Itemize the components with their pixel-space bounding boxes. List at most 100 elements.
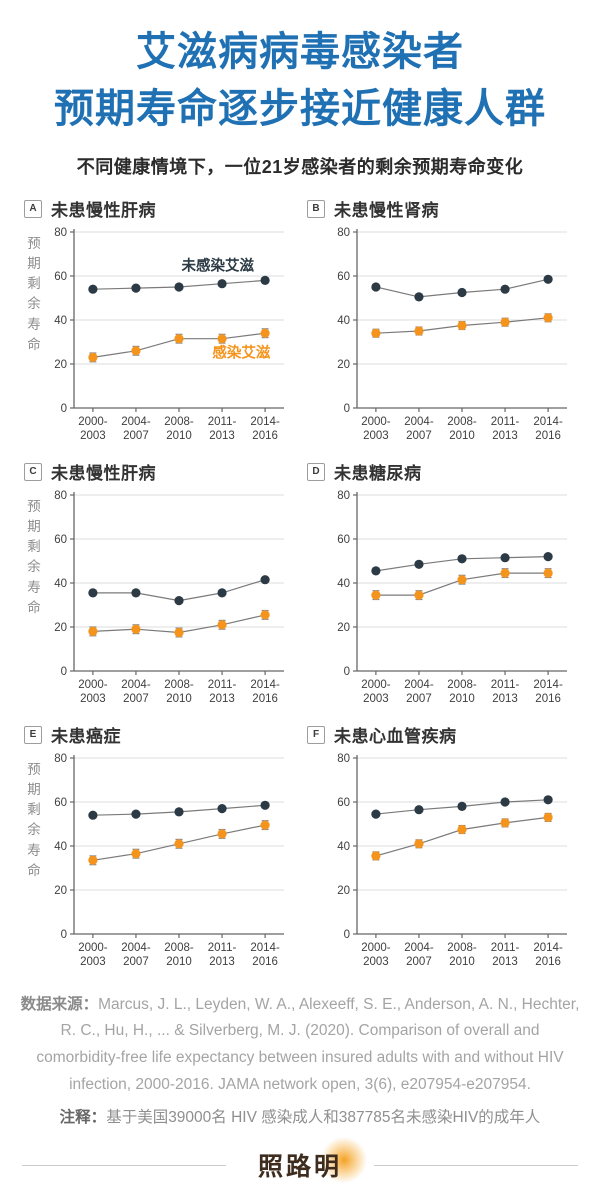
- panel-header: A 未患慢性肝病: [24, 197, 299, 221]
- data-point-uninfected: [414, 291, 424, 302]
- panel-body: 0 20 40 60 80 2000- 2003 2004- 2007 2008- 2010 2011…: [307, 222, 582, 454]
- x-tick-label: 2013: [492, 430, 518, 442]
- y-tick-label: 80: [337, 490, 350, 502]
- x-tick-label: 2008-: [447, 942, 477, 954]
- x-tick-label: 2008-: [447, 679, 477, 691]
- y-tick-label: 80: [54, 753, 67, 765]
- panel-letter-badge: B: [307, 199, 325, 218]
- panel-title: 未患糖尿病: [334, 464, 422, 484]
- y-tick-label: 0: [344, 403, 350, 415]
- y-tick-label: 40: [337, 841, 350, 853]
- panel-header: F 未患心血管疾病: [307, 723, 582, 747]
- x-tick-label: 2007: [123, 956, 149, 968]
- x-tick-label: 2010: [166, 693, 192, 705]
- y-axis-label-spacer: [307, 748, 327, 980]
- panel-letter-badge: C: [24, 462, 42, 481]
- x-tick-label: 2007: [406, 956, 432, 968]
- data-point-uninfected: [88, 810, 98, 820]
- x-tick-label: 2014-: [533, 942, 563, 954]
- y-tick-label: 60: [337, 797, 350, 809]
- x-tick-label: 2007: [123, 430, 149, 442]
- y-tick-label: 60: [54, 797, 67, 809]
- y-tick-label: 0: [61, 929, 67, 941]
- x-tick-label: 2016: [535, 956, 561, 968]
- data-point-infected: [500, 817, 510, 828]
- data-point-infected: [414, 838, 424, 848]
- x-tick-label: 2014-: [533, 679, 563, 691]
- x-tick-label: 2004-: [121, 679, 151, 691]
- x-tick-label: 2004-: [404, 679, 434, 691]
- panel-title: 未患心血管疾病: [334, 727, 457, 747]
- y-tick-label: 40: [54, 315, 67, 327]
- data-point-uninfected: [260, 574, 270, 584]
- data-point-uninfected: [543, 274, 553, 284]
- chart-e-plot: 0 20 40 60 80 2000- 2003 2004- 2007 2008- 2010 2011…: [54, 753, 284, 968]
- data-point-uninfected: [500, 284, 510, 294]
- chart-panel-d: D 未患糖尿病 0 20 40 60 80 2000- 2003 2004- 2007 2008- 20…: [307, 460, 582, 717]
- y-tick-label: 20: [337, 885, 350, 897]
- data-point-uninfected: [217, 278, 227, 288]
- y-axis-label-spacer: [307, 222, 327, 454]
- x-tick-label: 2000-: [361, 942, 391, 954]
- panel-body: 0 20 40 60 80 2000- 2003 2004- 2007 2008- 2010 2011…: [307, 485, 582, 717]
- data-point-uninfected: [260, 275, 270, 285]
- data-point-uninfected: [543, 551, 553, 561]
- note-paragraph: 注释：基于美国39000名 HIV 感染成人和387785名未感染HIV的成年人: [20, 1106, 580, 1129]
- panel-title: 未患慢性肝病: [51, 464, 156, 484]
- x-tick-label: 2014-: [250, 416, 280, 428]
- y-tick-label: 60: [337, 534, 350, 546]
- panel-body: 预期剩余寿命 0 20 40 60 80 2000- 2003 2004- 2007 2008- 20…: [24, 485, 299, 717]
- brand-logo: 照路明: [252, 1136, 369, 1185]
- x-tick-label: 2003: [363, 956, 389, 968]
- data-point-infected: [217, 619, 227, 629]
- y-tick-label: 60: [54, 534, 67, 546]
- data-point-infected: [371, 590, 381, 600]
- data-point-infected: [88, 626, 98, 636]
- x-tick-label: 2014-: [250, 942, 280, 954]
- data-point-infected: [371, 328, 381, 338]
- data-point-infected: [543, 812, 553, 822]
- data-point-uninfected: [131, 587, 141, 598]
- data-point-infected: [414, 590, 424, 600]
- data-point-uninfected: [500, 552, 510, 562]
- page-title: 艾滋病病毒感染者 预期寿命逐步接近健康人群: [0, 24, 600, 138]
- panel-letter-badge: D: [307, 462, 325, 481]
- panel-title: 未患慢性肾病: [334, 201, 439, 221]
- series-line-infected: [375, 816, 549, 857]
- data-point-uninfected: [131, 809, 141, 819]
- note-text: 基于美国39000名 HIV 感染成人和387785名未感染HIV的成年人: [106, 1109, 541, 1127]
- y-tick-label: 0: [61, 403, 67, 415]
- data-point-uninfected: [457, 553, 467, 563]
- data-point-uninfected: [260, 800, 270, 810]
- chart-panel-e: E 未患癌症预期剩余寿命 0 20 40 60 80 2000- 2003 2004- 2007 20…: [24, 723, 299, 980]
- source-label: 数据来源：: [20, 995, 99, 1013]
- data-point-uninfected: [500, 796, 510, 807]
- y-axis-label-spacer: [307, 485, 327, 717]
- data-point-uninfected: [543, 794, 553, 804]
- data-point-infected: [457, 320, 467, 330]
- x-tick-label: 2004-: [404, 942, 434, 954]
- data-point-infected: [457, 574, 467, 584]
- x-tick-label: 2011-: [208, 416, 237, 428]
- data-point-uninfected: [371, 565, 381, 576]
- y-tick-label: 40: [337, 315, 350, 327]
- x-tick-label: 2011-: [491, 679, 520, 691]
- data-point-infected: [371, 850, 381, 861]
- data-point-uninfected: [174, 806, 184, 817]
- data-point-uninfected: [371, 809, 381, 819]
- panel-letter-badge: A: [24, 199, 42, 218]
- x-tick-label: 2016: [535, 693, 561, 705]
- x-tick-label: 2003: [80, 693, 106, 705]
- x-tick-label: 2013: [492, 693, 518, 705]
- x-tick-label: 2013: [209, 430, 235, 442]
- data-point-infected: [217, 828, 227, 839]
- x-tick-label: 2011-: [491, 416, 520, 428]
- x-tick-label: 2010: [166, 430, 192, 442]
- y-tick-label: 20: [337, 359, 350, 371]
- data-point-infected: [217, 333, 227, 343]
- chart-a-plot: 0 20 40 60 80 2000- 2003 2004- 2007 2008- 2010 2011…: [54, 227, 284, 442]
- data-point-infected: [457, 824, 467, 834]
- legend-infected-label: 感染艾滋: [212, 343, 270, 361]
- x-tick-label: 2007: [123, 693, 149, 705]
- data-point-uninfected: [174, 595, 184, 605]
